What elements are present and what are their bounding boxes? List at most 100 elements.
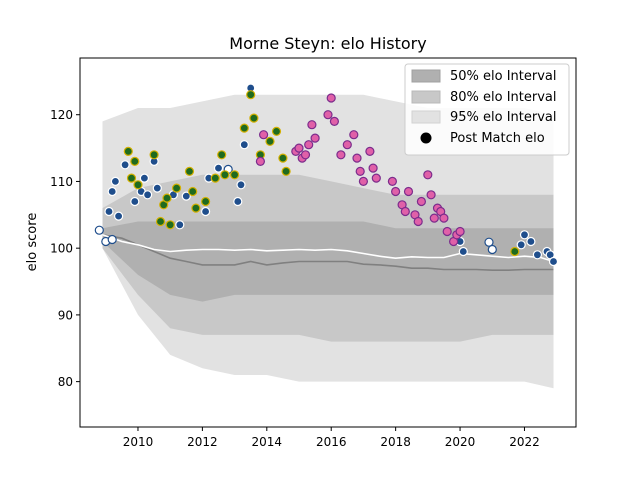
post-match-point: [104, 206, 114, 217]
post-match-point: [191, 203, 201, 213]
post-match-point: [307, 120, 317, 130]
post-match-point: [152, 183, 162, 193]
post-match-point: [342, 140, 352, 150]
post-match-point: [249, 113, 259, 123]
post-match-point: [358, 176, 368, 186]
post-match-point: [246, 90, 256, 100]
chart-title: Morne Steyn: elo History: [229, 34, 426, 53]
post-match-point: [439, 213, 449, 223]
post-match-point: [149, 150, 159, 160]
post-match-point: [123, 146, 133, 156]
post-match-point: [213, 163, 224, 173]
post-match-point: [526, 236, 536, 247]
post-match-points: [94, 83, 559, 267]
post-match-point: [239, 123, 249, 133]
post-match-point: [217, 150, 227, 160]
post-match-point: [265, 136, 275, 146]
post-match-point: [516, 240, 526, 250]
post-match-point: [455, 226, 465, 237]
median-elo-line: [102, 234, 554, 272]
post-match-point: [323, 110, 333, 120]
post-match-point: [304, 140, 314, 150]
post-match-point: [371, 173, 381, 183]
x-tick-label: 2012: [187, 435, 218, 449]
post-match-point: [413, 216, 423, 227]
post-match-point: [368, 163, 378, 173]
post-match-point: [126, 173, 137, 183]
y-tick-label: 110: [50, 175, 73, 189]
post-match-point: [172, 183, 182, 193]
y-tick-label: 100: [50, 242, 73, 256]
x-tick-label: 2022: [509, 435, 540, 449]
plot-area: [79, 57, 577, 428]
legend-label-50: 50% elo Interval: [450, 69, 557, 84]
legend: 50% elo Interval 80% elo Interval 95% el…: [404, 63, 570, 156]
post-match-point: [155, 216, 166, 227]
post-match-point: [143, 190, 153, 200]
plot-frame: [79, 57, 577, 428]
post-match-point: [487, 244, 497, 255]
x-tick-label: 2016: [316, 435, 347, 449]
post-match-point: [329, 116, 339, 127]
post-match-point: [162, 193, 172, 203]
post-match-point: [352, 153, 362, 163]
post-match-point: [310, 133, 320, 143]
post-match-point: [130, 156, 140, 166]
post-match-point: [484, 237, 494, 247]
post-match-point: [326, 93, 336, 103]
post-match-point: [423, 170, 433, 180]
y-tick-label: 80: [58, 375, 73, 389]
post-match-point: [233, 196, 243, 207]
post-match-point: [110, 176, 121, 186]
post-match-point: [259, 130, 269, 140]
post-match-point: [336, 150, 346, 160]
post-match-point: [271, 126, 282, 136]
post-match-point: [365, 146, 375, 156]
post-match-point: [94, 225, 104, 235]
post-match-point: [230, 170, 240, 180]
legend-swatch-95: [411, 110, 441, 124]
post-match-point: [210, 173, 220, 183]
x-tick-label: 2018: [380, 435, 411, 449]
y-tick-label: 90: [58, 308, 73, 322]
post-match-point: [188, 186, 198, 197]
legend-marker-post-match: [420, 132, 432, 144]
post-match-point: [278, 153, 288, 163]
legend-box: [404, 63, 570, 156]
mean-elo-line: [102, 234, 554, 263]
post-match-point: [165, 220, 175, 230]
post-match-point: [255, 156, 265, 166]
post-match-point: [201, 196, 211, 207]
post-match-point: [355, 166, 365, 176]
legend-label-95: 95% elo Interval: [450, 110, 557, 125]
post-match-point: [113, 211, 124, 221]
post-match-point: [181, 191, 191, 201]
post-match-point: [510, 246, 520, 257]
x-tick-label: 2014: [252, 435, 283, 449]
post-match-point: [220, 170, 230, 180]
legend-swatch-50: [411, 69, 441, 83]
legend-label-post-match: Post Match elo: [450, 131, 545, 146]
post-match-point: [548, 256, 559, 267]
post-match-point: [184, 166, 195, 176]
post-match-point: [120, 160, 130, 170]
post-match-point: [416, 196, 426, 207]
post-match-point: [442, 226, 452, 237]
post-match-point: [201, 206, 211, 217]
post-match-point: [429, 213, 439, 223]
post-match-point: [458, 246, 468, 257]
post-match-point: [532, 250, 543, 260]
post-match-point: [236, 180, 246, 190]
post-match-point: [519, 230, 530, 240]
x-tick-label: 2010: [123, 435, 154, 449]
post-match-point: [403, 186, 414, 197]
post-match-point: [107, 186, 117, 197]
post-match-point: [139, 173, 149, 183]
post-match-point: [387, 176, 397, 186]
post-match-point: [239, 140, 249, 150]
post-match-point: [349, 130, 359, 140]
post-match-point: [400, 206, 410, 217]
post-match-point: [426, 190, 436, 200]
